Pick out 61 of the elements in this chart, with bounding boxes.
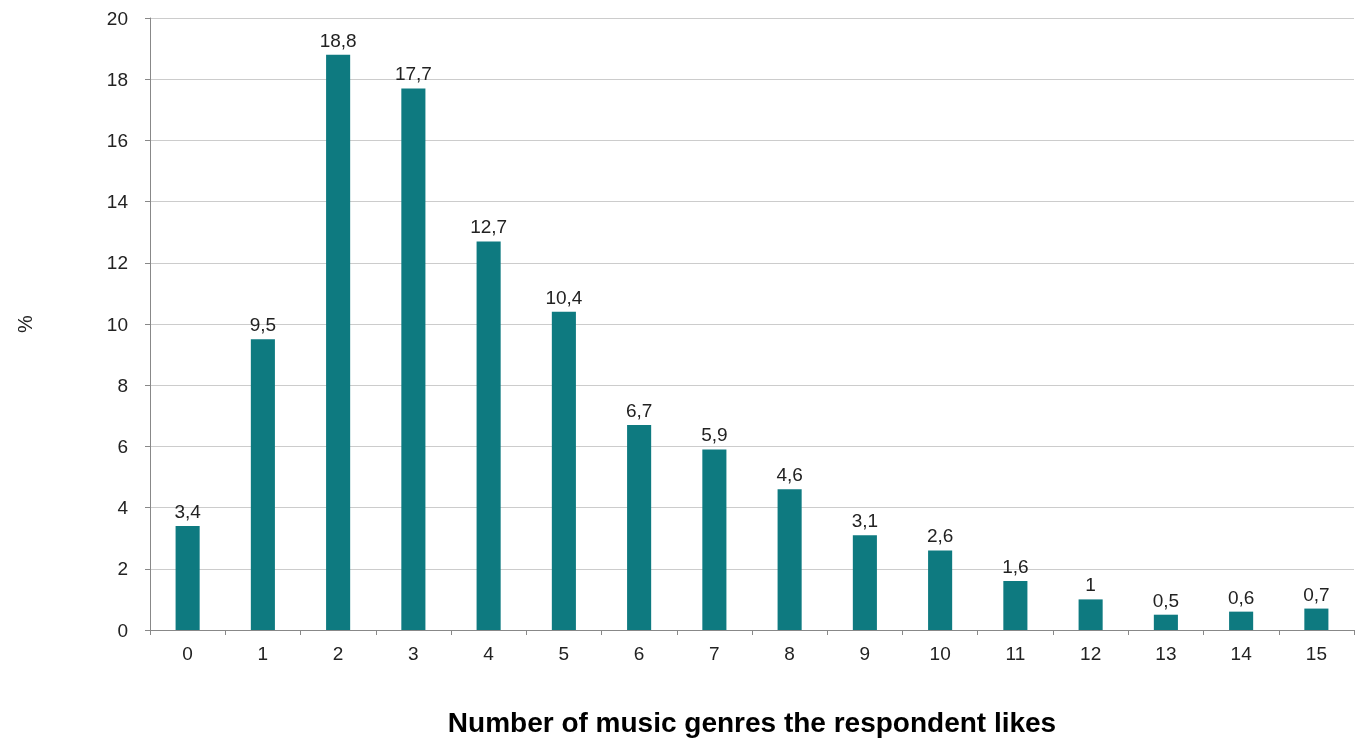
- data-label: 0,5: [1152, 589, 1180, 611]
- bar: [777, 489, 802, 630]
- y-axis-title: %: [14, 314, 36, 333]
- data-label: 12,7: [470, 216, 508, 238]
- y-tick-label: 20: [106, 7, 128, 29]
- y-tick-label: 6: [117, 435, 128, 457]
- x-tick-label: 13: [1155, 643, 1177, 664]
- y-tick-label: 10: [106, 313, 128, 335]
- x-tick-label: 4: [483, 643, 495, 664]
- bar: [1153, 614, 1178, 630]
- data-label: 0,6: [1227, 586, 1255, 608]
- data-label: 17,7: [394, 63, 432, 85]
- x-axis-title: Number of music genres the respondent likes: [447, 706, 1057, 738]
- bar: [852, 535, 877, 630]
- bar: [551, 311, 576, 630]
- x-tick-label: 10: [929, 643, 951, 664]
- y-tick-label: 4: [117, 497, 129, 519]
- y-tick-label: 0: [117, 619, 128, 641]
- x-tick-label: 6: [633, 643, 645, 664]
- x-tick-label: 1: [257, 643, 269, 664]
- y-tick-label: 14: [106, 191, 129, 213]
- x-tick-label: 9: [859, 643, 871, 664]
- x-tick-label: 5: [558, 643, 570, 664]
- data-label: 1,6: [1002, 556, 1029, 578]
- x-tick-label: 12: [1080, 643, 1102, 664]
- data-label: 4,6: [776, 464, 803, 486]
- bar: [175, 525, 200, 630]
- data-label: 3,1: [851, 510, 879, 532]
- bar: [928, 550, 953, 630]
- data-label: 5,9: [701, 424, 728, 446]
- x-tick-label: 8: [784, 643, 795, 664]
- x-tick-label: 7: [709, 643, 720, 664]
- bar: [702, 449, 727, 630]
- data-label: 0,7: [1303, 583, 1330, 605]
- x-tick-label: 0: [182, 643, 193, 664]
- bar: [1229, 611, 1254, 630]
- bar: [476, 241, 501, 630]
- y-tick-label: 18: [106, 68, 128, 90]
- bar: [1304, 608, 1329, 630]
- bar: [326, 54, 351, 630]
- data-label: 10,4: [545, 286, 583, 308]
- data-label: 3,4: [174, 500, 202, 522]
- bar: [627, 424, 652, 630]
- bar: [250, 339, 275, 630]
- data-label: 6,7: [625, 399, 653, 421]
- bar: [1078, 599, 1103, 630]
- x-tick-label: 14: [1230, 643, 1253, 664]
- y-tick-label: 8: [117, 374, 128, 396]
- y-tick-label: 16: [106, 129, 128, 151]
- bar: [1003, 581, 1028, 630]
- y-tick-label: 2: [117, 558, 128, 580]
- y-tick-label: 12: [106, 252, 128, 274]
- data-label: 2,6: [926, 525, 954, 547]
- data-label: 1: [1085, 574, 1096, 596]
- x-tick-label: 11: [1005, 643, 1026, 664]
- x-tick-label: 3: [408, 643, 419, 664]
- x-tick-label: 15: [1305, 643, 1327, 664]
- data-label: 9,5: [249, 314, 277, 336]
- data-label: 18,8: [319, 29, 357, 51]
- bar: [401, 88, 426, 630]
- x-tick-label: 2: [332, 643, 344, 664]
